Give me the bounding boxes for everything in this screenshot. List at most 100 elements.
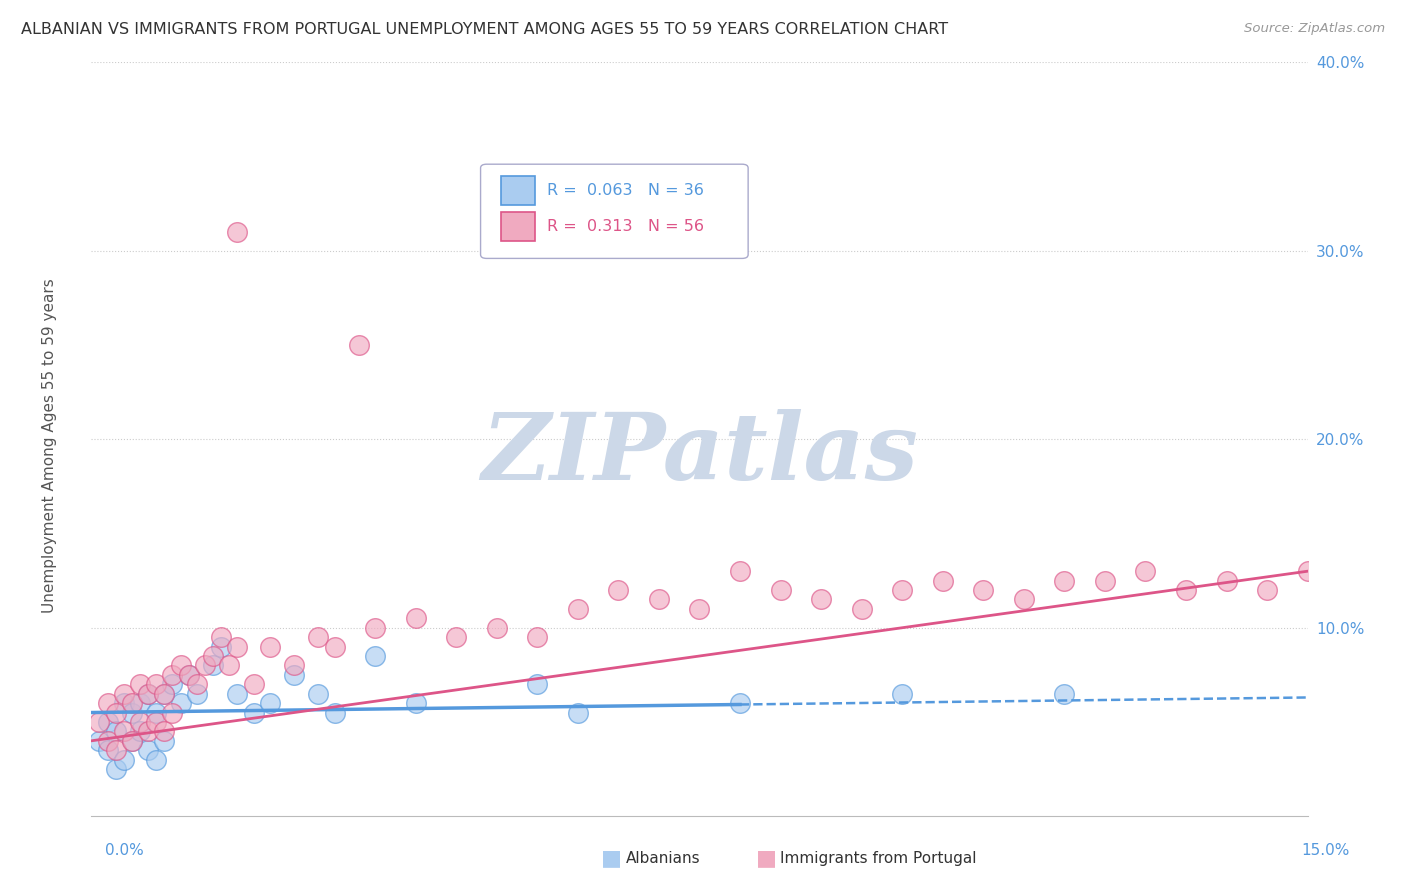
Point bbox=[347, 338, 370, 352]
Point bbox=[1053, 687, 1076, 701]
Point bbox=[177, 668, 200, 682]
Point bbox=[169, 696, 191, 710]
Point bbox=[97, 733, 120, 747]
Point bbox=[526, 677, 548, 691]
Point bbox=[259, 640, 281, 654]
Point bbox=[242, 706, 264, 720]
Point bbox=[323, 640, 346, 654]
Point bbox=[972, 583, 994, 598]
Text: ■: ■ bbox=[756, 848, 776, 868]
Point bbox=[526, 630, 548, 644]
Point bbox=[209, 640, 232, 654]
Point bbox=[323, 706, 346, 720]
Point bbox=[307, 630, 329, 644]
Point bbox=[136, 743, 159, 757]
Point bbox=[136, 687, 159, 701]
Point bbox=[242, 677, 264, 691]
Point bbox=[1053, 574, 1076, 588]
Point bbox=[162, 706, 184, 720]
Point bbox=[186, 677, 208, 691]
Point bbox=[364, 648, 387, 663]
Point bbox=[810, 592, 832, 607]
Point bbox=[129, 724, 152, 739]
Point bbox=[1215, 574, 1237, 588]
Point bbox=[121, 733, 143, 747]
Point bbox=[153, 733, 176, 747]
Point bbox=[607, 583, 630, 598]
Point bbox=[112, 753, 135, 767]
Point bbox=[728, 564, 751, 578]
Point bbox=[136, 724, 159, 739]
Point bbox=[104, 762, 127, 776]
Point bbox=[891, 687, 914, 701]
Point bbox=[121, 733, 143, 747]
Text: ALBANIAN VS IMMIGRANTS FROM PORTUGAL UNEMPLOYMENT AMONG AGES 55 TO 59 YEARS CORR: ALBANIAN VS IMMIGRANTS FROM PORTUGAL UNE… bbox=[21, 22, 948, 37]
Point bbox=[89, 714, 111, 729]
Point bbox=[121, 696, 143, 710]
FancyBboxPatch shape bbox=[502, 212, 536, 241]
Point bbox=[153, 687, 176, 701]
Point bbox=[226, 640, 249, 654]
Point bbox=[851, 602, 873, 616]
FancyBboxPatch shape bbox=[502, 177, 536, 205]
Point bbox=[567, 706, 589, 720]
Text: ZIPatlas: ZIPatlas bbox=[481, 409, 918, 500]
Point bbox=[931, 574, 953, 588]
Point bbox=[97, 714, 120, 729]
Point bbox=[202, 658, 225, 673]
Text: Immigrants from Portugal: Immigrants from Portugal bbox=[780, 851, 977, 865]
Point bbox=[145, 706, 167, 720]
Point bbox=[283, 658, 305, 673]
Point bbox=[259, 696, 281, 710]
Point bbox=[112, 696, 135, 710]
Point bbox=[89, 733, 111, 747]
Point bbox=[1135, 564, 1157, 578]
Point bbox=[169, 658, 191, 673]
Point bbox=[283, 668, 305, 682]
Point bbox=[567, 602, 589, 616]
Point bbox=[129, 696, 152, 710]
Point bbox=[444, 630, 467, 644]
Text: R =  0.313   N = 56: R = 0.313 N = 56 bbox=[547, 219, 704, 235]
Text: Albanians: Albanians bbox=[626, 851, 700, 865]
Point bbox=[485, 621, 508, 635]
Point bbox=[162, 677, 184, 691]
Point bbox=[1175, 583, 1198, 598]
Point bbox=[129, 677, 152, 691]
Point bbox=[688, 602, 710, 616]
Point bbox=[405, 611, 427, 625]
Point bbox=[104, 706, 127, 720]
Point bbox=[112, 724, 135, 739]
Point bbox=[1094, 574, 1116, 588]
Point bbox=[1012, 592, 1035, 607]
Point bbox=[405, 696, 427, 710]
Point bbox=[145, 753, 167, 767]
Point bbox=[1296, 564, 1319, 578]
Point bbox=[145, 677, 167, 691]
Text: 0.0%: 0.0% bbox=[105, 843, 145, 858]
Point bbox=[364, 621, 387, 635]
Text: 15.0%: 15.0% bbox=[1302, 843, 1350, 858]
Point bbox=[112, 687, 135, 701]
Point bbox=[129, 714, 152, 729]
Point bbox=[202, 648, 225, 663]
Point bbox=[728, 696, 751, 710]
Point bbox=[186, 687, 208, 701]
Point bbox=[209, 630, 232, 644]
Point bbox=[153, 687, 176, 701]
Point bbox=[145, 714, 167, 729]
Point bbox=[136, 687, 159, 701]
Point bbox=[307, 687, 329, 701]
Point bbox=[104, 724, 127, 739]
Point bbox=[648, 592, 671, 607]
Point bbox=[218, 658, 240, 673]
Point bbox=[194, 658, 217, 673]
Point bbox=[891, 583, 914, 598]
Text: Unemployment Among Ages 55 to 59 years: Unemployment Among Ages 55 to 59 years bbox=[42, 278, 56, 614]
Point bbox=[1256, 583, 1278, 598]
Point bbox=[226, 225, 249, 239]
Text: Source: ZipAtlas.com: Source: ZipAtlas.com bbox=[1244, 22, 1385, 36]
Point bbox=[153, 724, 176, 739]
Text: R =  0.063   N = 36: R = 0.063 N = 36 bbox=[547, 183, 704, 198]
FancyBboxPatch shape bbox=[481, 164, 748, 259]
